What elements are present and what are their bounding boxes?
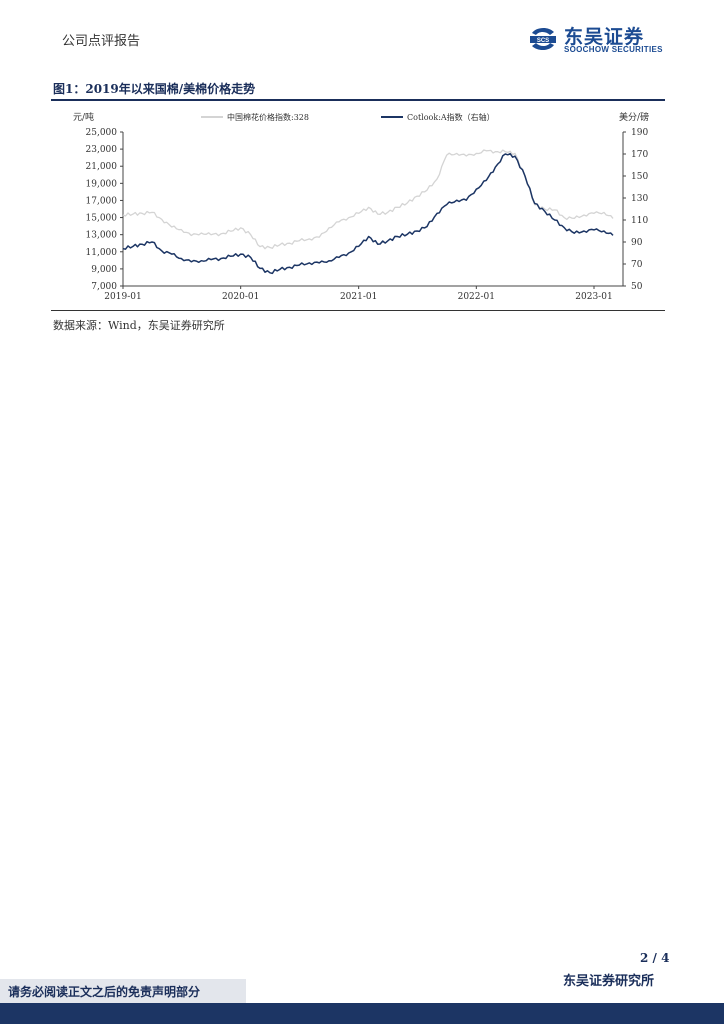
series-line: [122, 152, 614, 275]
cotton-price-chart: 25,000 23,000 21,000 19,000 17,000 15,000 13,0…: [73, 111, 649, 302]
disclaimer-text: 请务必阅读正文之后的免责声明部分: [8, 985, 201, 999]
report-type: 公司点评报告: [62, 34, 141, 49]
page-number: 2 / 4: [640, 951, 670, 965]
footer-org: 东吴证券研究所: [563, 974, 655, 989]
left-axis-unit: 元/吨: [73, 111, 94, 123]
right-tick-label: 170: [631, 150, 648, 160]
disclaimer-banner: 请务必阅读正文之后的免责声明部分: [0, 979, 246, 1003]
right-tick-label: 110: [631, 216, 648, 226]
figure-source: 数据来源：Wind，东吴证券研究所: [53, 319, 225, 332]
figure-title: 图1：2019年以来国棉/美棉价格走势: [53, 82, 256, 96]
right-tick-label: 190: [631, 128, 648, 138]
left-tick-label: 7,000: [91, 282, 117, 292]
right-axis-unit: 美分/磅: [619, 111, 649, 123]
company-logo: SCS 东吴证券 SOOCHOW SECURITIES: [528, 22, 673, 56]
left-tick-label: 15,000: [86, 214, 118, 224]
figure-top-rule: [51, 99, 665, 101]
soochow-logo-icon: SCS: [530, 27, 556, 51]
logo-english-name: SOOCHOW SECURITIES: [564, 45, 663, 54]
left-tick-label: 9,000: [91, 265, 117, 275]
x-tick-label: 2022-01: [458, 292, 495, 302]
left-tick-label: 17,000: [86, 196, 118, 206]
left-tick-label: 21,000: [86, 162, 118, 172]
left-tick-label: 25,000: [86, 128, 118, 138]
left-tick-label: 11,000: [86, 248, 118, 258]
series-line: [122, 149, 614, 250]
logo-chinese-name: 东吴证券: [564, 26, 645, 48]
x-tick-label: 2019-01: [104, 292, 141, 302]
left-tick-label: 23,000: [86, 145, 118, 155]
svg-text:SCS: SCS: [537, 38, 549, 44]
footer-bar: [0, 1003, 724, 1024]
right-tick-label: 50: [631, 282, 643, 292]
left-tick-label: 13,000: [86, 231, 118, 241]
x-tick-label: 2020-01: [222, 292, 259, 302]
right-tick-label: 70: [631, 260, 643, 270]
figure-frame: [51, 101, 665, 311]
x-tick-label: 2023-01: [575, 292, 612, 302]
right-tick-label: 90: [631, 238, 643, 248]
right-tick-label: 150: [631, 172, 648, 182]
right-tick-label: 130: [631, 194, 648, 204]
legend-label: Cotlook:A指数（右轴）: [407, 112, 495, 122]
left-tick-label: 19,000: [86, 179, 118, 189]
x-tick-label: 2021-01: [340, 292, 377, 302]
legend-label: 中国棉花价格指数:328: [227, 112, 309, 122]
